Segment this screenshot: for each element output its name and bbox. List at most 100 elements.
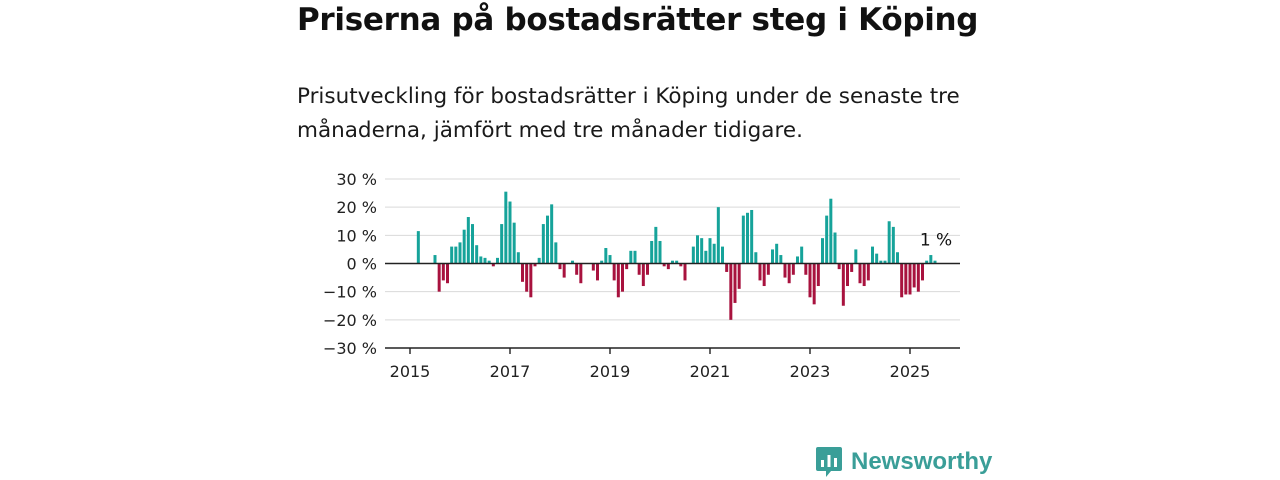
bar — [471, 224, 474, 264]
bar — [458, 242, 462, 264]
bar — [721, 246, 724, 264]
bar — [558, 263, 562, 270]
bar — [516, 252, 520, 264]
bar — [896, 252, 899, 264]
bar — [766, 263, 770, 275]
bar — [808, 263, 812, 298]
bar — [608, 255, 612, 264]
axes — [385, 262, 960, 349]
bar — [625, 263, 629, 270]
bar — [596, 263, 599, 281]
y-tick-label: 30 % — [336, 170, 377, 189]
chart-bubble-icon — [816, 447, 842, 477]
bar — [600, 260, 604, 264]
bar — [671, 260, 674, 264]
bar — [816, 263, 820, 287]
bar — [658, 240, 662, 264]
bar — [929, 255, 933, 264]
bar — [646, 263, 649, 275]
bar — [683, 263, 687, 281]
bar — [641, 263, 645, 287]
x-tick-label: 2025 — [890, 362, 931, 381]
bar — [916, 263, 920, 292]
bar — [921, 263, 924, 281]
bar — [733, 263, 737, 303]
bar — [779, 255, 783, 264]
bar — [675, 260, 679, 264]
bar — [696, 235, 699, 264]
bar — [637, 263, 641, 275]
bar — [462, 229, 466, 264]
bar — [908, 263, 912, 295]
bar — [741, 215, 745, 264]
brand-name: Newsworthy — [851, 448, 993, 475]
bar — [691, 246, 695, 264]
bar — [575, 263, 579, 275]
bar — [883, 260, 887, 264]
y-tick-label: −30 % — [323, 339, 377, 358]
bar — [737, 263, 741, 289]
bar — [829, 198, 833, 264]
bar — [796, 256, 799, 264]
latest-value-label: 1 % — [920, 231, 952, 251]
bar — [821, 238, 824, 264]
y-tick-label: −10 % — [323, 283, 377, 302]
bar — [725, 263, 729, 272]
bar — [525, 263, 529, 292]
y-tick-label: 10 % — [336, 226, 377, 245]
bar — [933, 260, 937, 264]
bar — [537, 257, 541, 264]
bar — [887, 221, 891, 264]
bar — [712, 243, 716, 264]
bar — [508, 201, 512, 264]
chart-subtitle: Prisutveckling för bostadsrätter i Köpin… — [297, 84, 960, 143]
bar — [441, 263, 445, 281]
bar — [562, 263, 566, 278]
bar — [833, 232, 837, 264]
bar — [746, 212, 749, 264]
bar — [858, 263, 862, 284]
bar — [700, 238, 704, 264]
bar — [912, 263, 916, 288]
y-tick-label: −20 % — [323, 311, 377, 330]
bar — [866, 263, 870, 281]
bar — [729, 263, 733, 320]
bar — [496, 257, 499, 264]
bar — [708, 238, 712, 264]
bar — [446, 263, 449, 284]
bar — [546, 215, 549, 264]
bars — [416, 191, 937, 320]
bar — [662, 263, 666, 267]
bar — [529, 263, 533, 298]
bar — [475, 245, 479, 264]
bar — [554, 242, 558, 264]
bar — [483, 257, 487, 264]
x-tick-label: 2021 — [690, 362, 731, 381]
bar — [879, 260, 883, 264]
bar — [771, 249, 774, 264]
bar — [704, 250, 708, 264]
bar — [837, 263, 841, 270]
bar — [579, 263, 583, 284]
y-axis-tick-labels: 30 % 20 % 10 % 0 % −10 % −20 % −30 % — [323, 170, 377, 358]
y-tick-label: 0 % — [347, 255, 377, 274]
bar — [850, 263, 854, 272]
bar — [891, 226, 895, 264]
bar — [633, 250, 637, 264]
bar — [846, 263, 849, 287]
bar — [533, 263, 537, 267]
bar — [504, 191, 508, 264]
bar — [612, 263, 616, 281]
bar — [604, 248, 608, 264]
bar — [491, 263, 495, 267]
bar — [862, 263, 866, 287]
bar — [904, 263, 908, 295]
x-tick-label: 2015 — [390, 362, 431, 381]
bar — [654, 226, 658, 264]
bar — [500, 224, 504, 264]
bar — [854, 249, 858, 264]
bar — [754, 252, 758, 264]
x-axis-tick-labels: 2015 2017 2019 2021 2023 2025 — [390, 348, 931, 381]
bar — [479, 256, 483, 264]
